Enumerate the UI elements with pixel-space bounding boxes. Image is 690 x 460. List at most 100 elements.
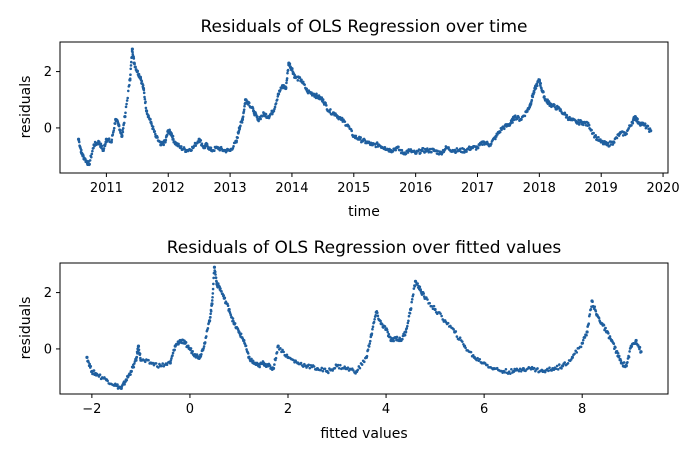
data-point [286, 71, 289, 75]
data-point [387, 332, 391, 336]
data-point [233, 322, 237, 325]
data-point [112, 126, 116, 130]
data-point [370, 332, 374, 335]
y-tick-label: 2 [44, 65, 52, 80]
data-point [343, 365, 346, 369]
data-point [454, 330, 458, 333]
data-point [258, 365, 261, 369]
data-point [273, 363, 276, 366]
data-point [215, 280, 218, 284]
data-point [223, 296, 227, 300]
data-point [376, 314, 380, 318]
x-tick-label: 4 [382, 402, 390, 417]
data-point [585, 333, 588, 337]
data-point [160, 364, 163, 368]
data-point [374, 314, 378, 317]
data-point [409, 307, 413, 310]
chart-title: Residuals of OLS Regression over time [200, 17, 527, 37]
data-point [285, 353, 289, 357]
data-point [218, 148, 222, 152]
data-point [220, 289, 223, 293]
data-point [503, 127, 506, 131]
data-point [464, 346, 467, 350]
data-point [134, 65, 137, 69]
data-point [129, 373, 132, 376]
data-point [608, 335, 612, 338]
data-point [122, 121, 126, 125]
data-point [98, 373, 102, 377]
data-point [469, 350, 473, 354]
data-point [638, 345, 642, 349]
data-point [275, 98, 279, 101]
data-point [350, 129, 354, 133]
data-point [210, 302, 214, 306]
data-point [362, 360, 366, 364]
data-point [88, 162, 91, 166]
data-point [144, 100, 147, 104]
data-point [168, 361, 172, 365]
x-tick-label: 2011 [90, 181, 123, 196]
data-point [173, 348, 176, 352]
data-point [591, 300, 594, 304]
data-point [320, 366, 324, 370]
data-point [538, 79, 541, 83]
data-point [125, 99, 129, 102]
data-point [137, 345, 141, 348]
data-point [640, 123, 644, 127]
data-point [281, 348, 284, 352]
data-point [153, 130, 157, 133]
data-point [169, 359, 173, 362]
data-point [268, 364, 272, 367]
data-point [354, 134, 358, 138]
data-point [356, 368, 360, 372]
data-point [204, 335, 208, 338]
data-point [142, 91, 146, 95]
y-axis-label: residuals [18, 76, 34, 139]
data-point [91, 149, 94, 153]
data-point [594, 309, 598, 313]
data-point [371, 327, 374, 331]
chart-fitted: Residuals of OLS Regression over fitted … [18, 238, 669, 442]
y-tick-label: 0 [44, 121, 52, 136]
data-point [367, 345, 371, 348]
data-point [612, 141, 616, 144]
data-point [498, 130, 502, 134]
data-point [325, 104, 328, 107]
data-point [546, 367, 549, 371]
data-point [458, 336, 462, 340]
data-point [347, 125, 351, 128]
data-point [112, 129, 116, 132]
data-point [132, 365, 136, 369]
data-point [329, 108, 332, 111]
data-point [560, 364, 565, 368]
data-point [303, 83, 306, 86]
data-point [99, 142, 103, 146]
data-point [616, 352, 620, 355]
data-point [425, 296, 428, 299]
data-point [359, 136, 362, 139]
data-point [301, 365, 305, 368]
data-point [143, 97, 147, 101]
data-point [553, 103, 556, 107]
data-point [121, 126, 125, 130]
data-point [216, 282, 220, 285]
data-point [85, 355, 89, 359]
data-point [190, 148, 193, 152]
data-point [243, 342, 247, 346]
data-point [236, 136, 239, 139]
y-tick-label: 0 [44, 342, 52, 357]
data-point [405, 326, 409, 330]
data-point [430, 305, 434, 308]
x-axis-label: fitted values [320, 426, 407, 442]
data-point [243, 104, 246, 108]
data-point [339, 363, 342, 367]
data-point [414, 280, 418, 284]
data-point [366, 348, 370, 352]
data-point [403, 333, 407, 337]
x-tick-label: 2019 [585, 181, 618, 196]
data-point [583, 336, 587, 339]
data-point [212, 282, 215, 286]
data-point [421, 146, 425, 150]
data-point [439, 312, 442, 315]
data-point [117, 124, 121, 128]
